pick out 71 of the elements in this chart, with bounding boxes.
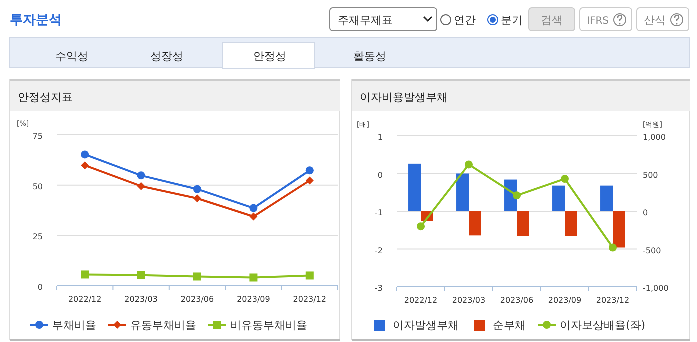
x-tick-label: 2023/06 (180, 295, 214, 304)
point (609, 244, 617, 252)
legend-label: 순부채 (493, 319, 526, 332)
point (250, 204, 258, 212)
chart-title: 이자비용발생부채 (360, 91, 448, 104)
text: 검색 (541, 14, 563, 27)
point (137, 271, 146, 280)
x-tick-label: 2022/12 (404, 296, 438, 305)
x-tick-label: 2023/03 (124, 295, 158, 304)
point (250, 212, 258, 221)
text: 주재무제표 (338, 14, 393, 27)
chart-title: 안정성지표 (18, 91, 73, 104)
text: 성장성 (150, 50, 184, 63)
x-tick-label: 2023/12 (293, 295, 327, 304)
y-tick-label: -1 (375, 208, 383, 218)
y-tick-label: 50 (32, 182, 43, 192)
point (306, 176, 314, 185)
x-tick-label: 2023/09 (548, 296, 582, 305)
bar (613, 212, 626, 248)
point (194, 272, 202, 281)
y2-tick-label: 1,000 (643, 133, 666, 142)
point (194, 185, 202, 194)
y2-tick-label: 500 (643, 170, 658, 180)
text: IFRS (587, 16, 609, 27)
y2-tick-label: -1,000 (643, 284, 669, 293)
bar (552, 186, 565, 212)
y-tick-label: -2 (375, 246, 383, 256)
text: 활동성 (354, 50, 386, 63)
x-tick-label: 2022/12 (68, 295, 102, 304)
point (194, 194, 202, 203)
text: 분기 (501, 14, 523, 27)
x-tick-label: 2023/12 (596, 296, 630, 305)
bar (469, 212, 482, 236)
x-tick-label: 2023/03 (452, 296, 486, 305)
point (137, 182, 146, 190)
y-tick-label: 1 (378, 133, 383, 142)
y-tick-label: 25 (32, 232, 43, 242)
bar (565, 212, 578, 236)
x-tick-label: 2023/06 (500, 296, 534, 305)
point (306, 166, 314, 175)
point (250, 274, 258, 282)
point (513, 192, 521, 200)
bar (517, 212, 530, 236)
point (561, 175, 569, 184)
y-tick-label: 0 (38, 283, 43, 292)
y-tick-label: 0 (378, 170, 383, 180)
x-tick-label: 2023/09 (237, 295, 270, 304)
point (81, 270, 90, 279)
point (417, 222, 425, 231)
legend-label: 부채비율 (52, 319, 96, 332)
y-tick-label: 75 (32, 132, 43, 141)
legend-label: 비유동부채비율 (230, 319, 308, 332)
point (81, 150, 90, 159)
y-tick-label: -3 (375, 284, 383, 293)
point (465, 160, 473, 169)
text: 투자분석 (10, 13, 62, 28)
legend-label: 유동부채비율 (130, 319, 196, 332)
y2-tick-label: -500 (643, 246, 662, 256)
point (81, 162, 90, 170)
point (137, 172, 146, 180)
text: 수익성 (56, 50, 88, 63)
bar (408, 164, 421, 212)
legend-label: 이자발생부채 (393, 319, 459, 332)
bar (456, 174, 469, 212)
point (306, 272, 314, 280)
bar (600, 186, 613, 212)
text: 안정성 (254, 50, 286, 63)
legend-label: 이자보상배율(좌) (560, 319, 646, 332)
y2-tick-label: 0 (643, 208, 648, 218)
text: 산식 (644, 14, 666, 27)
text: 연간 (454, 14, 476, 27)
